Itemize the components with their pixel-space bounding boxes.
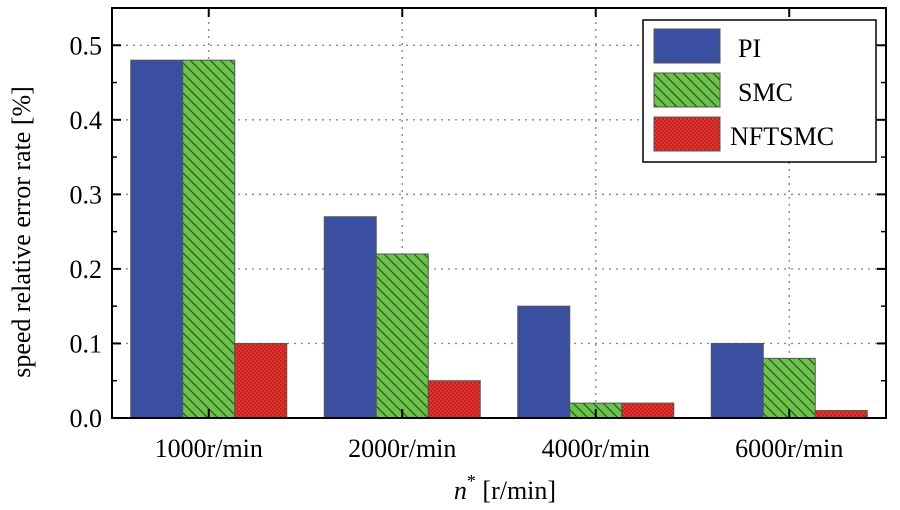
x-axis-superscript: * — [467, 471, 476, 491]
bar-pi-3 — [517, 305, 571, 419]
bar-nftsmc-4 — [814, 410, 868, 419]
y-tick-label: 0.5 — [70, 31, 103, 60]
bar-nftsmc-1 — [234, 342, 288, 419]
y-tick-label: 0.0 — [70, 404, 103, 433]
y-tick-label: 0.1 — [70, 329, 103, 358]
bar-pi-4 — [710, 342, 764, 419]
legend-swatch-smc — [653, 72, 721, 108]
y-tick-label: 0.3 — [70, 180, 103, 209]
y-tick-label: 0.2 — [70, 255, 103, 284]
plot-frame — [111, 7, 887, 419]
legend-label-nftsmc: NFTSMC — [730, 122, 834, 151]
bar-nftsmc-3 — [621, 402, 675, 419]
legend-label-smc: SMC — [738, 78, 793, 107]
x-axis-symbol: n — [454, 476, 467, 505]
legend-label-pi: PI — [738, 34, 761, 63]
bar-pi-1 — [130, 59, 184, 419]
y-axis-label: speed relative error rate [%] — [7, 86, 36, 378]
y-tick-label: 0.4 — [70, 106, 103, 135]
legend-swatch-nftsmc — [653, 116, 721, 152]
bar-nftsmc-2 — [427, 380, 481, 419]
x-axis-units: [r/min] — [476, 476, 556, 505]
axis-ticks — [112, 8, 886, 419]
x-tick-label: 4000r/min — [542, 434, 650, 463]
bars — [130, 59, 868, 419]
x-tick-label: 1000r/min — [155, 434, 263, 463]
legend-swatch-pi — [653, 28, 721, 64]
legend: PI SMC NFTSMC — [642, 19, 877, 163]
bar-pi-2 — [323, 216, 377, 419]
bar-smc-4 — [762, 357, 816, 419]
bar-smc-2 — [375, 253, 429, 419]
x-tick-label: 2000r/min — [348, 434, 456, 463]
x-tick-label: 6000r/min — [735, 434, 843, 463]
bar-smc-1 — [182, 59, 236, 419]
x-tick-labels: 1000r/min 2000r/min 4000r/min 6000r/min — [155, 434, 844, 463]
x-axis-label: n* [r/min] — [454, 471, 556, 505]
y-tick-labels: 0.0 0.1 0.2 0.3 0.4 0.5 — [70, 31, 103, 433]
